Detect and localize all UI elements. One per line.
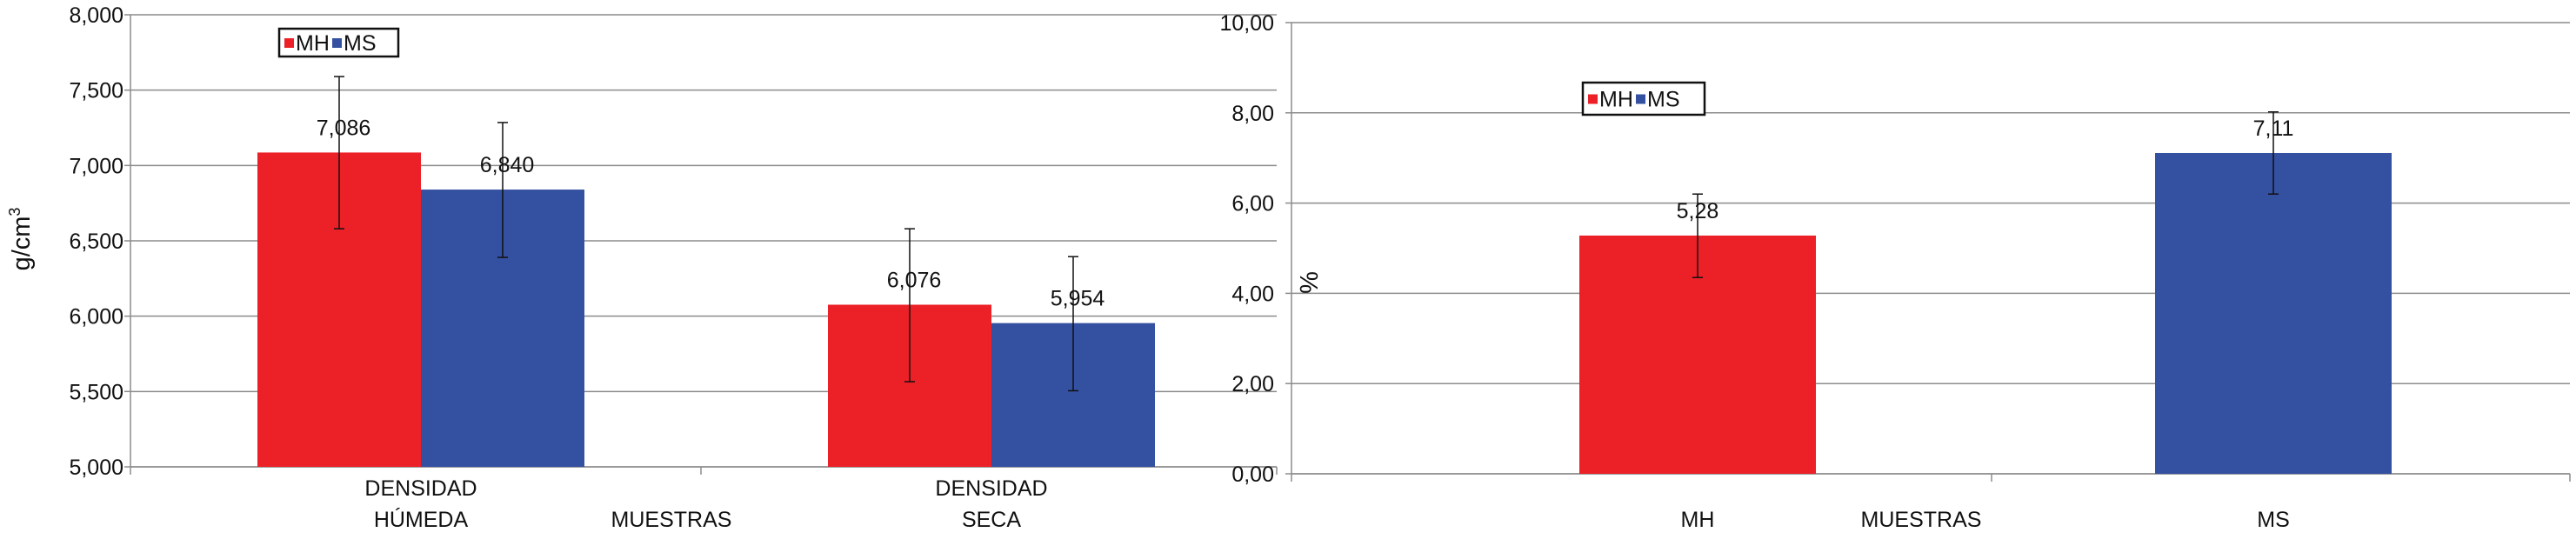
x-axis-label: MUESTRAS: [1861, 508, 1982, 532]
y-tick-label: 8,000: [69, 3, 123, 28]
y-tick-label: 7,000: [69, 154, 123, 178]
legend-label: MH: [296, 31, 330, 56]
y-axis-label-superscript: 3: [6, 208, 23, 216]
legend-swatch-ms: [332, 38, 342, 48]
y-tick-label: 5,500: [69, 380, 123, 404]
bar-ms: [2155, 152, 2392, 474]
x-category-label: MS: [2257, 508, 2290, 532]
y-tick-label: 6,00: [1231, 192, 1274, 216]
y-tick-label: 6,500: [69, 230, 123, 254]
y-tick-label: 6,000: [69, 305, 123, 329]
legend-swatch-ms: [1636, 94, 1645, 104]
x-axis-label: MUESTRAS: [611, 508, 732, 532]
y-tick-label: 7,500: [69, 79, 123, 103]
y-tick-label: 2,00: [1231, 372, 1274, 396]
data-label: 5,28: [1677, 199, 1719, 223]
chart-2: 0,00 2,00 4,00 6,00 8,00 10,00% 5,28 7,11 MH MS MU…: [1219, 11, 2571, 532]
legend: MH MS: [277, 27, 400, 58]
data-label: 6,840: [480, 153, 535, 177]
x-category-label: HÚMEDA: [374, 507, 469, 532]
legend-label: MS: [344, 31, 377, 56]
x-category-label: SECA: [962, 508, 1021, 532]
chart-1: 5,000 5,500 6,000 6,500 7,000 7,500 8,000 g/cm3…: [6, 3, 1278, 532]
y-tick-label: 5,000: [69, 456, 123, 480]
x-category-label: DENSIDAD: [935, 476, 1047, 501]
legend-label: MS: [1647, 88, 1680, 112]
y-axis-label: %: [1296, 271, 1324, 294]
legend: MH MS: [1581, 81, 1706, 116]
y-tick-label: 8,00: [1231, 102, 1274, 126]
data-label: 7,086: [317, 116, 371, 140]
y-axis-label: g/cm3: [6, 208, 36, 271]
legend-swatch-mh: [284, 38, 294, 48]
data-label: 5,954: [1051, 287, 1105, 311]
y-tick-label: 0,00: [1231, 462, 1274, 487]
data-label: 7,11: [2253, 116, 2294, 141]
y-tick-label: 10,00: [1219, 11, 1274, 36]
legend-label: MH: [1599, 88, 1633, 112]
x-category-label: DENSIDAD: [364, 476, 477, 501]
legend-swatch-mh: [1588, 94, 1598, 104]
data-label: 6,076: [887, 268, 942, 292]
y-tick-label: 4,00: [1231, 282, 1274, 306]
x-category-label: MH: [1681, 508, 1715, 532]
